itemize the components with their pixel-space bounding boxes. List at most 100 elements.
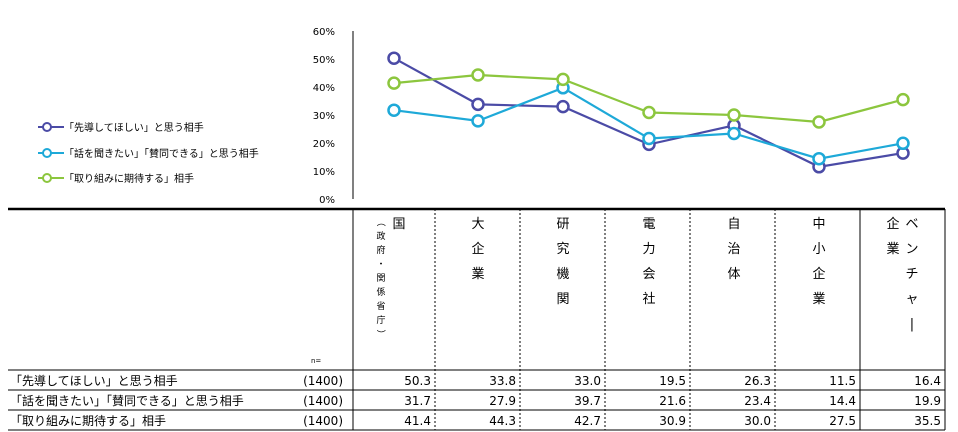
category-header-char: チ	[905, 267, 918, 282]
row-n: (1400)	[303, 414, 343, 428]
data-point	[896, 136, 910, 151]
row-n: (1400)	[303, 394, 343, 408]
category-header: 自治体	[727, 217, 740, 282]
cell-value: 44.3	[489, 414, 516, 428]
category-header-char: 企	[886, 216, 899, 232]
data-point	[556, 99, 570, 114]
category-header-char: 関	[556, 292, 569, 307]
legend-swatch-marker	[42, 122, 52, 132]
series-2	[387, 81, 910, 166]
y-tick-label: 20%	[313, 139, 335, 150]
legend-entry: 「話を聞きたい」「賛同できる」と思う相手	[38, 147, 259, 160]
cell-value: 21.6	[659, 394, 686, 408]
category-header-char: 究	[556, 242, 569, 257]
cell-value: 16.4	[914, 374, 941, 388]
category-header-char: 小	[812, 242, 825, 257]
legend-swatch-marker	[42, 148, 52, 158]
cell-value: 50.3	[404, 374, 431, 388]
series-lines	[387, 51, 910, 174]
cell-value: 33.0	[574, 374, 601, 388]
category-header-char: 政	[376, 230, 385, 242]
table-grid	[8, 207, 946, 431]
category-header-char: 係	[376, 287, 385, 298]
cell-value: 23.4	[744, 394, 771, 408]
category-header-char: 電	[642, 217, 655, 232]
category-header-char: |	[910, 317, 914, 332]
y-axis: 60% 50% 40% 30% 20% 10% 0%	[313, 27, 354, 206]
data-point	[556, 72, 570, 87]
category-header-char: 業	[886, 241, 899, 257]
category-header-char: 体	[727, 267, 740, 282]
table-row: 「話を聞きたい」「賛同できる」と思う相手 (1400) 31.7 27.9 39.7 21…	[10, 393, 941, 408]
category-header-char: 業	[471, 266, 484, 282]
legend-entry: 「取り組みに期待する」相手	[38, 172, 194, 185]
y-tick-label: 60%	[313, 27, 335, 38]
data-point	[812, 151, 826, 166]
category-header-char: 関	[376, 273, 385, 284]
cell-value: 33.8	[489, 374, 516, 388]
n-label: n=	[311, 357, 321, 365]
data-point	[387, 51, 401, 65]
series-3	[387, 68, 910, 129]
category-header-char: 社	[642, 291, 655, 307]
cell-value: 19.5	[659, 374, 686, 388]
y-tick-label: 0%	[319, 195, 335, 206]
data-point	[471, 68, 485, 82]
data-point	[642, 105, 656, 120]
cell-value: 41.4	[404, 414, 431, 428]
row-n: (1400)	[303, 374, 343, 388]
cell-value: 30.9	[659, 414, 686, 428]
category-header-char: （	[375, 217, 386, 226]
data-point	[471, 114, 485, 128]
category-header-char: 国	[392, 217, 405, 232]
category-header-char: ベ	[905, 217, 918, 232]
data-point	[896, 92, 910, 107]
legend-label: 「話を聞きたい」「賛同できる」と思う相手	[64, 147, 259, 160]
category-header-char: 治	[727, 242, 740, 257]
category-header-char: 企	[471, 241, 484, 257]
row-label: 「取り組みに期待する」相手	[10, 414, 166, 428]
legend-label: 「先導してほしい」と思う相手	[64, 121, 204, 134]
cell-value: 11.5	[829, 374, 856, 388]
data-point	[387, 76, 401, 90]
y-tick-label: 10%	[313, 167, 335, 178]
category-header-char: 府	[376, 244, 385, 256]
category-header-char: 庁	[376, 314, 385, 326]
data-point	[471, 97, 485, 112]
table-row: 「先導してほしい」と思う相手 (1400) 50.3 33.8 33.0 19.5 26.3…	[10, 374, 941, 388]
cell-value: 26.3	[744, 374, 771, 388]
legend-swatch-marker	[42, 173, 52, 183]
cell-value: 42.7	[574, 414, 601, 428]
cell-value: 27.9	[489, 394, 516, 408]
legend-label: 「取り組みに期待する」相手	[64, 172, 194, 185]
category-header-char: 省	[376, 300, 385, 312]
category-header-char: ）	[375, 329, 386, 338]
cell-value: 27.5	[829, 414, 856, 428]
legend: 「先導してほしい」と思う相手「話を聞きたい」「賛同できる」と思う相手「取り組みに…	[38, 121, 259, 185]
category-header: 大企業	[471, 217, 484, 282]
y-tick-label: 40%	[313, 83, 335, 94]
category-header-char: 中	[812, 217, 825, 232]
legend-entry: 「先導してほしい」と思う相手	[38, 121, 204, 134]
cell-value: 31.7	[404, 394, 431, 408]
data-point	[727, 108, 741, 122]
category-header-char: 業	[812, 291, 825, 307]
cell-value: 39.7	[574, 394, 601, 408]
cell-value: 35.5	[914, 414, 941, 428]
row-label: 「先導してほしい」と思う相手	[10, 374, 178, 388]
data-table: 「先導してほしい」と思う相手 (1400) 50.3 33.8 33.0 19.5 26.3…	[10, 374, 941, 428]
category-header-char: ン	[905, 242, 918, 257]
category-header-char: 力	[642, 242, 655, 257]
data-point	[727, 126, 741, 141]
data-point	[642, 131, 656, 146]
category-header-char: 機	[556, 267, 569, 282]
category-header-char: 会	[642, 267, 655, 282]
category-header-char: 自	[727, 217, 740, 232]
row-label: 「話を聞きたい」「賛同できる」と思う相手	[10, 393, 244, 408]
